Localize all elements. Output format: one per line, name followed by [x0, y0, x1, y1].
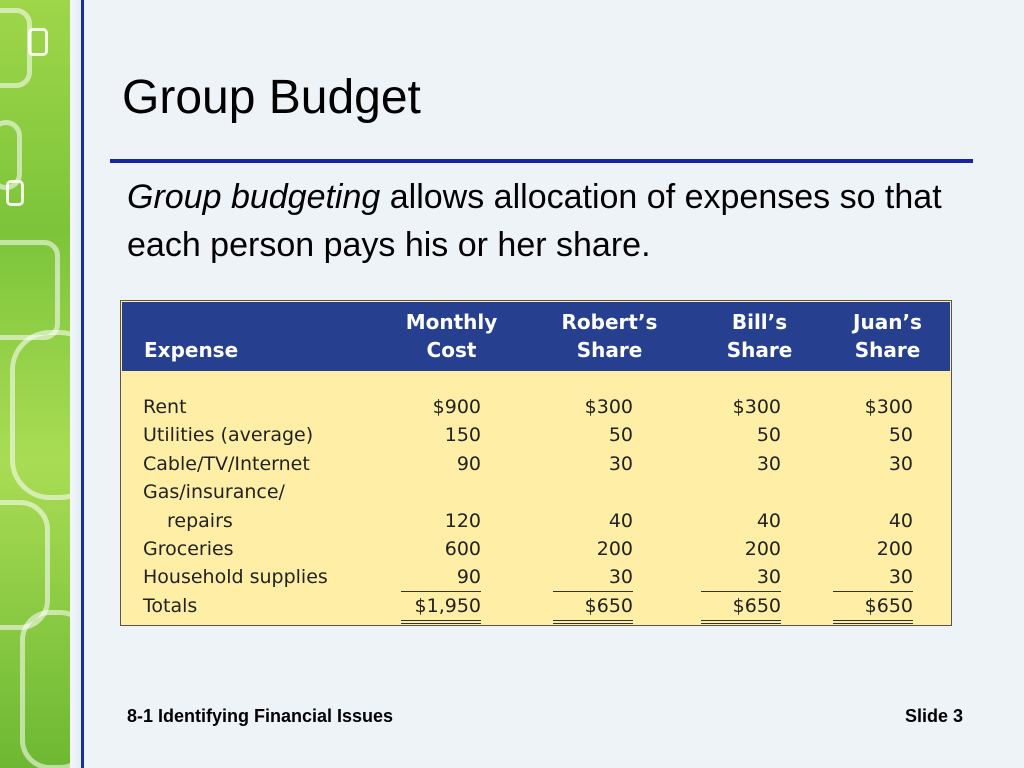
decorative-shape	[6, 180, 24, 206]
footer-section-label: 8-1 Identifying Financial Issues	[127, 706, 394, 726]
cell-robert: 40	[608, 509, 633, 532]
intro-text: Group budgeting allows allocation of exp…	[127, 173, 977, 269]
slide-title: Group Budget	[122, 71, 421, 124]
cell-bill: 30	[701, 563, 781, 593]
cell-expense: Groceries	[143, 537, 234, 560]
cell-expense: Totals	[143, 594, 198, 617]
cell-bill: $300	[732, 396, 781, 418]
cell-expense: repairs	[167, 509, 233, 532]
table-row: Household supplies 90 30 30 30	[121, 563, 951, 593]
budget-table: Expense Monthly Cost Robert’s Share Bill…	[120, 300, 952, 626]
cell-expense: Rent	[143, 396, 187, 418]
header-expense: Expense	[144, 338, 239, 362]
header-line: Share	[726, 338, 793, 362]
cell-expense: Cable/TV/Internet	[143, 452, 310, 475]
cell-juan: 30	[833, 563, 913, 593]
table-header: Expense Monthly Cost Robert’s Share Bill…	[122, 302, 950, 371]
cell-monthly: $1,950	[401, 592, 481, 624]
cell-monthly: 150	[444, 424, 481, 447]
cell-expense: Household supplies	[143, 566, 328, 589]
table-row-totals: Totals $1,950 $650 $650 $650	[121, 592, 951, 624]
table-body: Rent $900 $300 $300 $300 Utilities (aver…	[121, 393, 951, 624]
header-roberts-share: Robert’s Share	[542, 308, 677, 364]
table-row: Groceries 600 200 200 200	[121, 535, 951, 563]
cell-monthly: 120	[444, 509, 481, 532]
decorative-shape	[20, 610, 70, 768]
cell-monthly: $900	[432, 396, 481, 418]
decorative-shape	[0, 120, 22, 190]
decorative-side-strip	[0, 0, 70, 768]
cell-bill: 200	[744, 537, 781, 560]
cell-expense: Gas/insurance/	[143, 481, 285, 504]
cell-expense: Utilities (average)	[143, 424, 314, 447]
header-line: Robert’s	[561, 310, 658, 334]
decorative-shape	[0, 240, 60, 340]
title-divider	[110, 159, 973, 163]
cell-robert: $300	[584, 396, 633, 418]
cell-robert: 50	[608, 424, 633, 447]
cell-bill: 30	[756, 452, 781, 475]
cell-juan: $300	[864, 396, 913, 418]
cell-monthly: 90	[401, 563, 481, 593]
cell-bill: 50	[756, 424, 781, 447]
decorative-shape	[10, 330, 70, 500]
header-line: Juan’s	[853, 310, 922, 334]
footer-slide-number: Slide 3	[904, 706, 963, 726]
intro-emphasis: Group budgeting	[127, 178, 381, 216]
cell-bill: $650	[701, 592, 781, 624]
cell-robert: 30	[553, 563, 633, 593]
header-line: Share	[576, 338, 643, 362]
header-line: Bill’s	[731, 310, 788, 334]
header-monthly-cost: Monthly Cost	[384, 308, 519, 364]
header-line: Cost	[426, 338, 477, 362]
header-line: Share	[854, 338, 921, 362]
table-row: Gas/insurance/	[121, 478, 951, 506]
table-row: repairs 120 40 40 40	[121, 507, 951, 535]
table-row: Cable/TV/Internet 90 30 30 30	[121, 450, 951, 478]
cell-monthly: 600	[444, 537, 481, 560]
cell-juan: 200	[876, 537, 913, 560]
cell-bill: 40	[756, 509, 781, 532]
cell-robert: 200	[596, 537, 633, 560]
header-line: Monthly	[405, 310, 498, 334]
cell-robert: 30	[608, 452, 633, 475]
cell-juan: 30	[888, 452, 913, 475]
intro-body: allows allocation of expenses so that ea…	[127, 178, 942, 264]
cell-juan: $650	[833, 592, 913, 624]
header-bills-share: Bill’s Share	[692, 308, 827, 364]
cell-monthly: 90	[456, 452, 481, 475]
cell-juan: 50	[888, 424, 913, 447]
decorative-shape	[28, 28, 48, 56]
table-row: Rent $900 $300 $300 $300	[121, 393, 951, 421]
cell-robert: $650	[553, 592, 633, 624]
cell-juan: 40	[888, 509, 913, 532]
table-row: Utilities (average) 150 50 50 50	[121, 421, 951, 449]
header-juans-share: Juan’s Share	[820, 308, 955, 364]
side-divider	[70, 0, 84, 768]
